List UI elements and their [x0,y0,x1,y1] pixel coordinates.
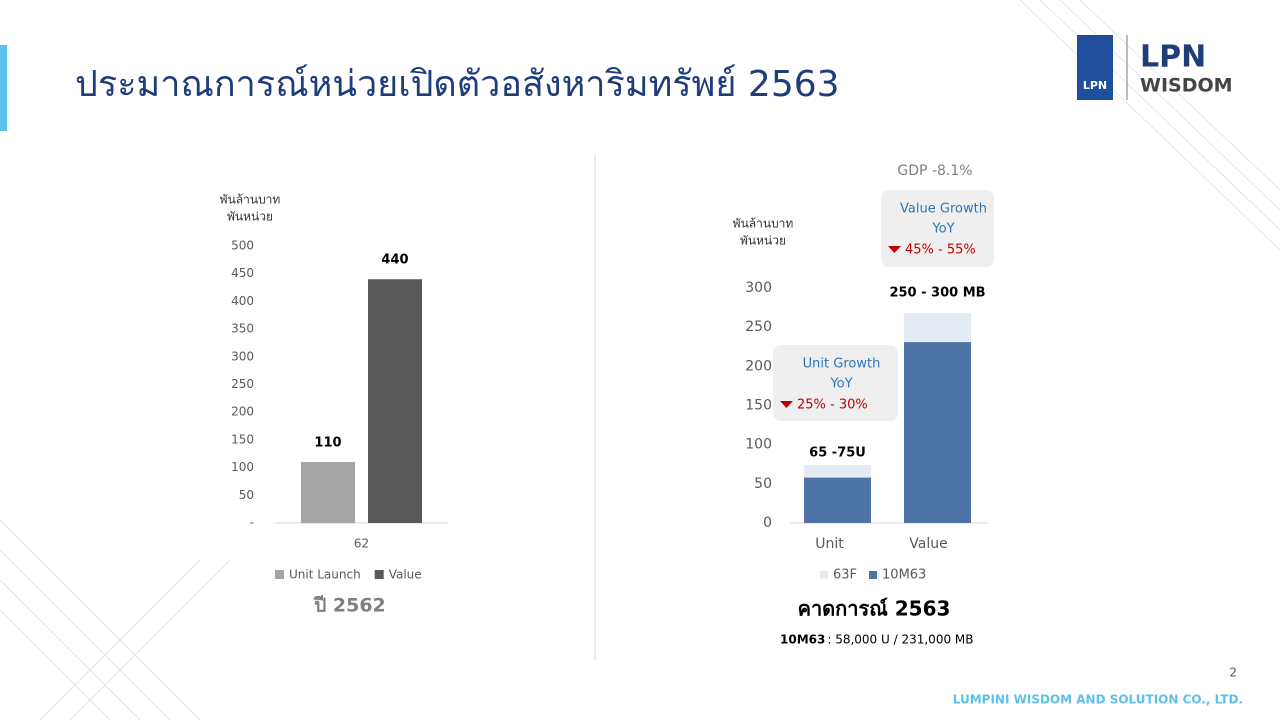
y-tick-label: 150 [231,432,254,446]
y-tick-label: 250 [231,377,254,391]
x-tick-label: Value [909,536,947,552]
legend-swatch [869,571,878,579]
callout-text: 25% - 30% [797,398,868,413]
legend-label: Value [389,568,422,582]
y-tick-label: 450 [231,266,254,280]
y-tick-label: 250 [745,319,772,335]
data-label: 110 [314,436,341,451]
y-tick-label: 50 [754,476,772,492]
x-tick-label: 62 [354,537,369,551]
y-tick-label: 150 [745,398,772,414]
callout-title: YoY [829,377,852,392]
y-tick-label: 100 [231,460,254,474]
note-label: 10M63 [780,633,825,647]
bar-segment [904,342,971,523]
y-tick-label: 300 [745,280,772,296]
legend-swatch [374,570,384,579]
y-tick-label: 0 [763,515,772,531]
y-axis-label: พันล้านบาท [220,193,281,207]
y-tick-label: 500 [231,239,254,253]
legend-swatch [820,571,828,579]
bar-segment [804,477,871,523]
accent-bar [0,45,7,131]
caption: คาดการณ์ 2563 [798,597,951,621]
y-tick-label: 200 [745,358,772,374]
logo-mark [1077,35,1113,100]
caption: ปี 2562 [313,595,385,617]
y-axis-label: พันล้านบาท [733,217,794,231]
legend-swatch [275,570,284,579]
y-tick-label: 350 [231,322,254,336]
y-tick-label: 300 [231,349,254,363]
y-tick-label: 400 [231,294,254,308]
callout-box [881,190,994,267]
legend-label: Unit Launch [289,568,361,582]
down-arrow [780,401,793,408]
bar [301,462,355,523]
bar-segment [804,465,871,478]
callout-box [773,345,898,421]
logo-mark-text: LPN [1083,79,1107,92]
page-number: 2 [1229,666,1237,680]
x-tick-label: Unit [815,536,844,552]
y-axis-label: พันหน่วย [227,210,273,224]
bar-segment [904,313,971,343]
slide-title: ประมาณการณ์หน่วยเปิดตัวอสังหาริมทรัพย์ 2… [75,64,840,105]
callout-title: YoY [931,222,954,237]
y-tick-label: 100 [745,437,772,453]
bar [368,279,422,523]
data-label: 440 [381,253,408,268]
annotation: GDP -8.1% [897,163,972,179]
stack-label: 250 - 300 MB [889,286,985,301]
logo-subname: WISDOM [1140,75,1233,97]
legend-label: 63F [833,568,857,583]
footer: LUMPINI WISDOM AND SOLUTION CO., LTD. [953,693,1243,707]
down-arrow [888,246,901,253]
stack-label: 65 -75U [809,446,866,461]
callout-text: 45% - 55% [905,243,976,258]
y-tick-label: 50 [239,488,254,502]
y-tick-label: - [250,516,254,530]
logo-name: LPN [1140,40,1206,75]
legend-label: 10M63 [882,568,926,583]
callout-title: Value Growth [900,202,987,217]
note: : 58,000 U / 231,000 MB [827,633,973,647]
y-axis-label: พันหน่วย [740,234,786,248]
y-tick-label: 200 [231,405,254,419]
callout-title: Unit Growth [803,357,881,372]
